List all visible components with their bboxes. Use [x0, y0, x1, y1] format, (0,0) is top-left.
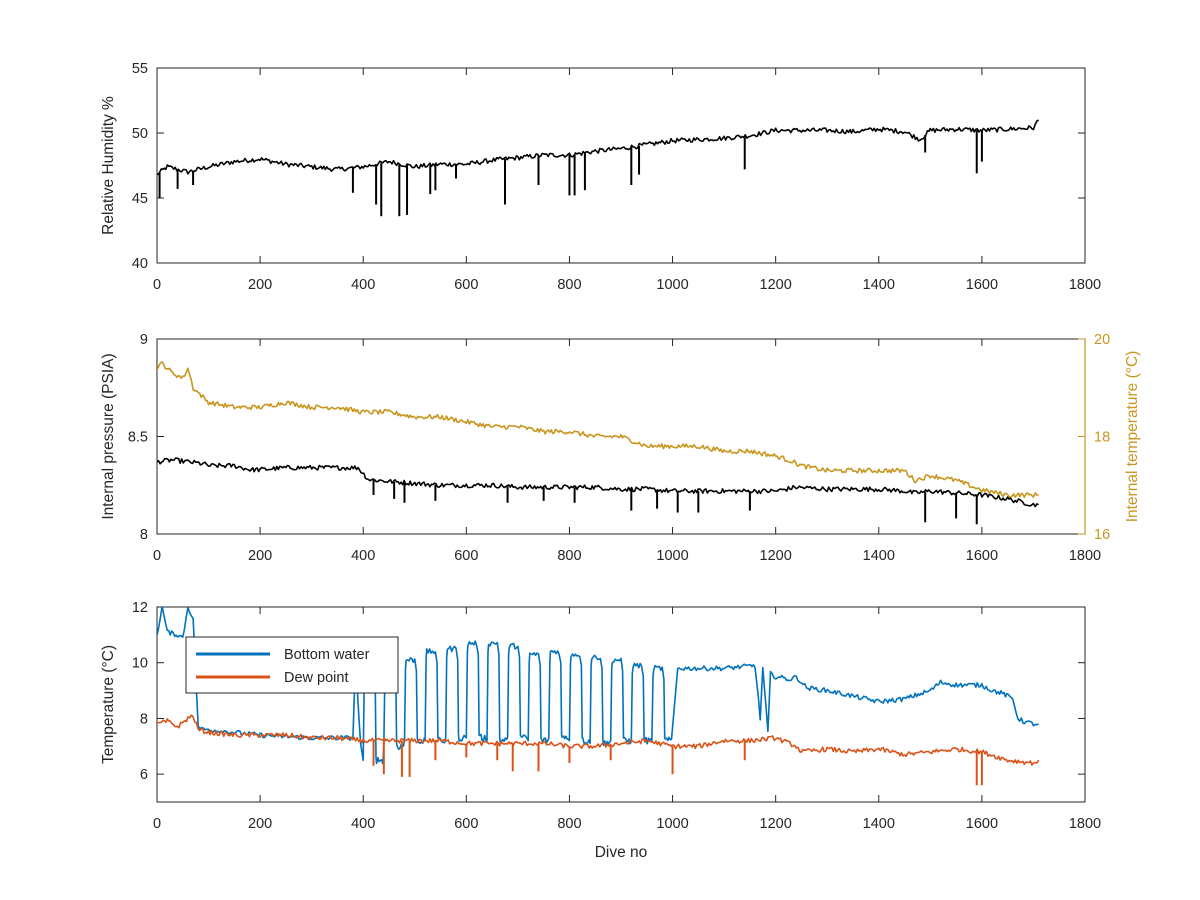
x-tick-label: 200 — [248, 816, 272, 832]
series-line — [157, 361, 1039, 499]
plot-area — [157, 119, 1040, 217]
y-axis-label: Internal pressure (PSIA) — [100, 353, 117, 519]
x-tick-label: 1000 — [656, 277, 688, 293]
x-tick-label: 800 — [557, 548, 581, 564]
series-line — [157, 119, 1040, 176]
series-bottom-water — [157, 607, 1039, 765]
y-axis-label: Relative Humidity % — [100, 96, 117, 235]
x-tick-label: 400 — [351, 277, 375, 293]
x-tick-label: 1200 — [760, 548, 792, 564]
y-tick-label: 6 — [140, 767, 148, 783]
panel-3: 0 200 400 600 800 1000 1200 1400 1600 1800 6 8 10 12 T… — [100, 600, 1101, 861]
y-tick-label: 45 — [132, 191, 148, 207]
legend: Bottom water Dew point — [185, 636, 399, 694]
x-tick-label: 0 — [153, 816, 161, 832]
y-tick-label: 12 — [132, 600, 148, 616]
x-tick-label: 600 — [454, 548, 478, 564]
plot-area — [157, 607, 1040, 786]
x-tick-label: 800 — [557, 277, 581, 293]
x-tick-label: 400 — [351, 548, 375, 564]
series-line — [157, 714, 1040, 766]
y-tick-label: 10 — [132, 656, 148, 672]
x-tick-label: 200 — [248, 548, 272, 564]
x-tick-label: 1000 — [656, 816, 688, 832]
x-tick-label: 200 — [248, 277, 272, 293]
x-tick-label: 1800 — [1069, 816, 1101, 832]
y-tick-label: 8 — [140, 527, 148, 543]
x-tick-label: 0 — [153, 548, 161, 564]
series-line — [157, 607, 1039, 765]
series-line-2 — [157, 361, 1039, 499]
series-dew-point — [157, 714, 1040, 786]
x-tick-label: 1200 — [760, 277, 792, 293]
series-line — [157, 457, 1039, 508]
y-tick-label: 8 — [140, 711, 148, 727]
y2-tick-label: 20 — [1094, 332, 1110, 348]
x-tick-label: 1400 — [863, 277, 895, 293]
x-tick-label: 1600 — [966, 277, 998, 293]
x-tick-label: 0 — [153, 277, 161, 293]
x-axis-label: Dive no — [595, 844, 648, 861]
x-tick-label: 600 — [454, 277, 478, 293]
plot-area — [157, 361, 1039, 525]
x-tick-label: 1200 — [760, 816, 792, 832]
plot-frame — [156, 606, 1086, 803]
legend-label: Bottom water — [284, 647, 370, 663]
legend-label: Dew point — [284, 670, 348, 686]
x-tick-label: 1400 — [863, 816, 895, 832]
x-tick-label: 800 — [557, 816, 581, 832]
series-line-1 — [157, 457, 1039, 525]
y-tick-label: 40 — [132, 256, 148, 272]
y-axis-label: Temperature (°C) — [100, 645, 117, 764]
x-tick-label: 1600 — [966, 548, 998, 564]
y2-axis-label: Internal temperature (°C) — [1124, 351, 1141, 523]
x-tick-label: 1400 — [863, 548, 895, 564]
y-tick-label: 55 — [132, 61, 148, 77]
x-tick-label: 400 — [351, 816, 375, 832]
plot-frame — [156, 67, 1086, 264]
panel-1: 0 200 400 600 800 1000 1200 1400 1600 1800 40 45 50 5… — [100, 61, 1101, 293]
panel-2: 0 200 400 600 800 1000 1200 1400 1600 1800 8 8.5 9 In… — [100, 332, 1141, 564]
x-tick-label: 1800 — [1069, 548, 1101, 564]
y-tick-label: 50 — [132, 126, 148, 142]
legend-box — [185, 636, 399, 694]
x-tick-label: 1000 — [656, 548, 688, 564]
y2-tick-label: 18 — [1094, 430, 1110, 446]
y2-tick-label: 16 — [1094, 527, 1110, 543]
series-line-1 — [157, 119, 1040, 217]
x-tick-label: 1600 — [966, 816, 998, 832]
x-tick-label: 600 — [454, 816, 478, 832]
y-tick-label: 9 — [140, 332, 148, 348]
y-tick-label: 8.5 — [128, 430, 148, 446]
x-tick-label: 1800 — [1069, 277, 1101, 293]
